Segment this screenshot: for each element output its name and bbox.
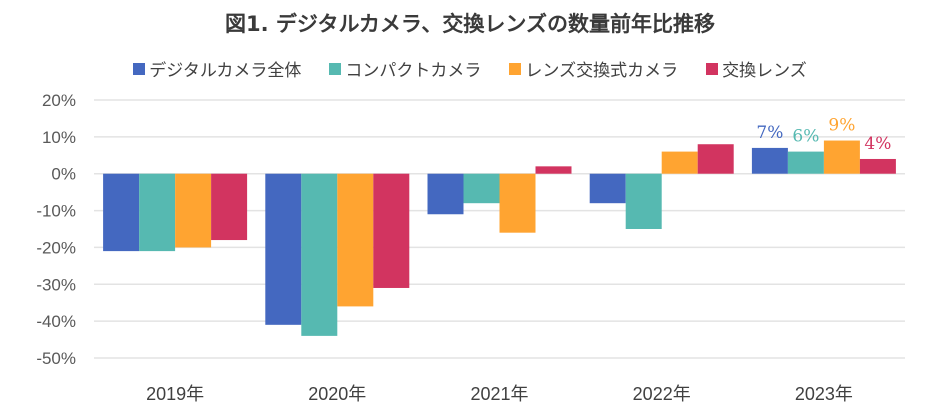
bar (301, 173, 338, 336)
legend-label: 交換レンズ (722, 61, 807, 81)
chart-title: 図1. デジタルカメラ、交換レンズの数量前年比推移 (224, 12, 715, 36)
legend-label: デジタルカメラ全体 (149, 61, 302, 81)
y-tick-label: -50% (36, 349, 76, 368)
bar (697, 144, 734, 174)
legend-swatch (706, 62, 719, 75)
legend-item[interactable]: コンパクトカメラ (329, 56, 481, 81)
bar (589, 173, 626, 204)
bar (499, 173, 536, 233)
legend-item[interactable]: デジタルカメラ全体 (133, 56, 301, 81)
legend-swatch (133, 62, 146, 75)
legend-item[interactable]: 交換レンズ (706, 56, 807, 81)
bar (139, 173, 176, 252)
x-tick-label: 2021年 (470, 384, 528, 404)
bar (103, 173, 140, 252)
data-label: 6% (792, 127, 819, 147)
legend-label: レンズ交換式カメラ (525, 61, 679, 81)
data-label: 9% (828, 116, 855, 136)
bar (859, 158, 896, 174)
x-tick-label: 2022年 (633, 384, 691, 404)
bar (175, 173, 212, 248)
legend-item[interactable]: レンズ交換式カメラ (509, 56, 678, 81)
y-tick-label: 20% (42, 91, 76, 110)
x-tick-label: 2023年 (795, 384, 853, 404)
bar (823, 140, 860, 174)
y-tick-label: -10% (36, 202, 76, 221)
y-tick-label: -30% (36, 275, 76, 294)
bar (427, 173, 464, 215)
legend-swatch (509, 62, 522, 75)
data-label: 4% (864, 134, 891, 154)
bar (535, 166, 572, 174)
x-tick-label: 2020年 (308, 384, 366, 404)
y-tick-label: -40% (36, 312, 76, 331)
x-tick-label: 2019年 (146, 384, 204, 404)
bar (211, 173, 248, 241)
y-tick-label: 10% (42, 128, 76, 147)
y-tick-label: -20% (36, 238, 76, 257)
bar (751, 147, 788, 174)
bar (265, 173, 302, 325)
legend: デジタルカメラ全体 コンパクトカメラ レンズ交換式カメラ 交換レンズ (0, 56, 940, 81)
bar (787, 151, 824, 174)
bar (373, 173, 410, 288)
bar (625, 173, 662, 229)
bar (463, 173, 500, 204)
data-label: 7% (756, 123, 783, 143)
legend-swatch (329, 62, 342, 75)
y-tick-label: 0% (51, 165, 76, 184)
legend-label: コンパクトカメラ (345, 61, 482, 81)
bar (337, 173, 374, 307)
bar (661, 151, 698, 174)
